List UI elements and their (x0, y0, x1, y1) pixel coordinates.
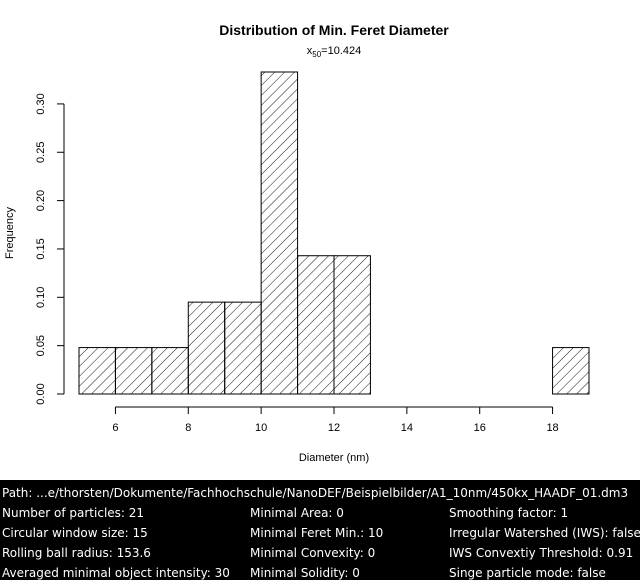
chart-subtitle: x50=10.424 (307, 45, 361, 59)
image-path: Path: ...e/thorsten/Dokumente/Fachhochsc… (2, 486, 629, 500)
info-column-1: Number of particles: 21 Circular window … (2, 503, 230, 583)
chart-title: Distribution of Min. Feret Diameter (219, 22, 449, 38)
info-minimal-convexity: Minimal Convexity: 0 (250, 546, 376, 560)
y-tick-label: 0.00 (35, 383, 47, 404)
info-minimal-solidity: Minimal Solidity: 0 (250, 566, 360, 580)
info-single-particle-mode: Singe particle mode: false (449, 566, 606, 580)
x-tick-label: 10 (255, 422, 267, 434)
histogram-bar-7 (333, 255, 371, 395)
info-irregular-watershed: Irregular Watershed (IWS): false (449, 526, 640, 540)
y-tick-label: 0.10 (35, 287, 47, 308)
info-column-2: Minimal Area: 0 Minimal Feret Min.: 10 M… (250, 503, 383, 583)
subtitle-base: x (307, 45, 313, 57)
histogram-bar-4 (224, 301, 262, 395)
subtitle-value: =10.424 (321, 45, 361, 57)
subtitle-subscript: 50 (312, 50, 321, 59)
y-tick-label: 0.15 (35, 238, 47, 259)
info-minimal-feret-min: Minimal Feret Min.: 10 (250, 526, 384, 540)
info-smoothing-factor: Smoothing factor: 1 (449, 506, 569, 520)
histogram-bar-3 (187, 301, 226, 395)
info-minimal-area: Minimal Area: 0 (250, 506, 344, 520)
histogram-bar-5 (260, 71, 299, 395)
histogram-bar-2 (151, 347, 189, 395)
histogram-bars (78, 71, 590, 395)
y-tick-label: 0.25 (35, 142, 47, 163)
x-tick-label: 12 (328, 422, 340, 434)
histogram-chart: Distribution of Min. Feret Diameter x50=… (4, 22, 590, 464)
x-tick-label: 18 (546, 422, 558, 434)
histogram-bar-0 (78, 347, 116, 395)
analysis-info-panel: Path: ...e/thorsten/Dokumente/Fachhochsc… (0, 480, 640, 580)
x-axis-label: Diameter (nm) (299, 452, 369, 464)
x-tick-label: 14 (401, 422, 413, 434)
histogram-bar-13 (552, 347, 590, 395)
y-tick-label: 0.30 (35, 93, 47, 114)
info-rolling-ball-radius: Rolling ball radius: 153.6 (2, 546, 151, 560)
info-min-object-intensity: Averaged minimal object intensity: 30 (2, 566, 230, 580)
y-tick-label: 0.20 (35, 190, 47, 211)
histogram-svg: Distribution of Min. Feret Diameter x50=… (4, 22, 590, 464)
y-axis: 0.00 0.05 0.10 0.15 0.20 0.25 0.30 (35, 93, 65, 405)
histogram-bar-6 (297, 255, 335, 395)
histogram-bar-1 (114, 347, 153, 395)
x-axis: 6 8 10 12 14 16 18 (112, 406, 559, 434)
info-circular-window-size: Circular window size: 15 (2, 526, 148, 540)
info-number-of-particles: Number of particles: 21 (2, 506, 145, 520)
x-tick-label: 16 (474, 422, 486, 434)
x-tick-label: 8 (185, 422, 191, 434)
y-axis-label: Frequency (4, 207, 16, 259)
info-iws-convexity-threshold: IWS Convextiy Threshold: 0.91 (449, 546, 634, 560)
y-tick-label: 0.05 (35, 335, 47, 356)
x-tick-label: 6 (112, 422, 118, 434)
info-column-3: Smoothing factor: 1 Irregular Watershed … (449, 503, 640, 583)
